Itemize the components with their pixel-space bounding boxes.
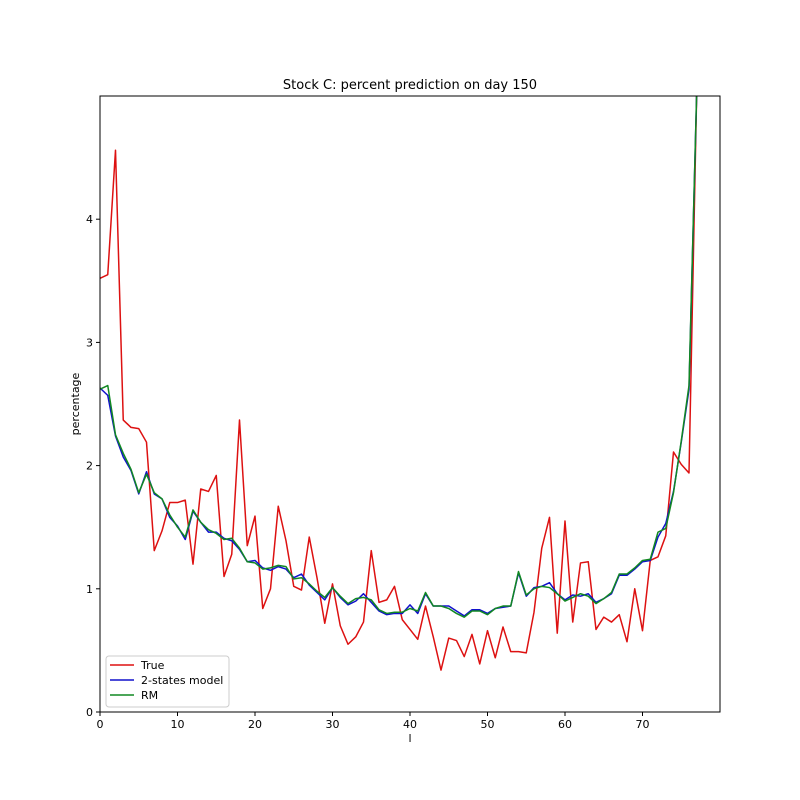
x-tick-label: 20 [248,718,262,731]
y-tick-label: 4 [86,213,93,226]
x-axis-label: l [408,732,411,745]
y-tick-label: 0 [86,706,93,719]
chart-title: Stock C: percent prediction on day 150 [283,78,537,93]
legend-label: True [140,659,165,672]
y-tick-label: 3 [86,336,93,349]
x-tick-label: 40 [403,718,417,731]
y-tick-label: 1 [86,583,93,596]
y-tick-label: 2 [86,460,93,473]
x-tick-label: 30 [326,718,340,731]
series-line-rm [100,96,698,618]
legend-box [105,655,230,708]
series-line-true [100,96,698,671]
x-tick-label: 60 [558,718,572,731]
x-tick-label: 0 [97,718,104,731]
legend: True 2-states model RM [105,655,230,708]
series-layer [100,96,698,671]
x-tick-label: 50 [481,718,495,731]
y-axis-label: percentage [69,372,82,435]
x-tick-label: 70 [636,718,650,731]
y-axis: 0 1 2 3 4 [86,213,100,719]
plot-area [99,95,721,713]
legend-entries: True 2-states model RM [110,659,223,702]
x-axis: 0 10 20 30 40 50 60 70 [97,712,650,731]
x-tick-label: 10 [171,718,185,731]
legend-label: 2-states model [141,674,223,687]
legend-label: RM [141,689,158,702]
